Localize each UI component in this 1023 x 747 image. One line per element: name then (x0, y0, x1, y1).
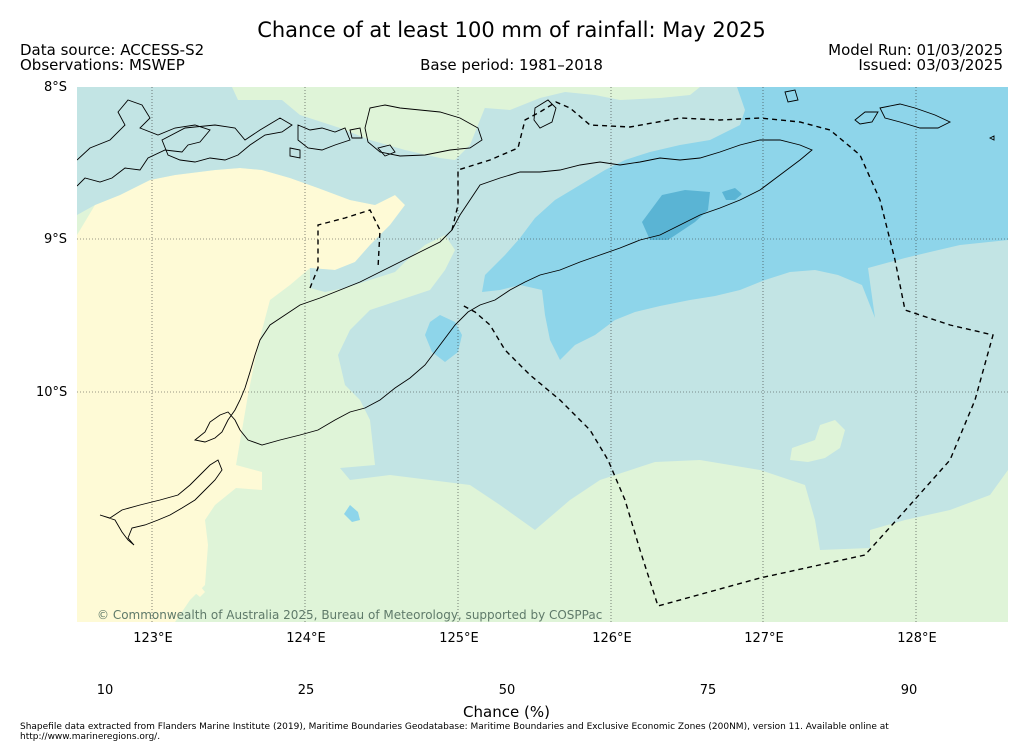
coastline-small-islands (289, 124, 396, 159)
chance-10-25-patch (790, 420, 845, 462)
chance-50-75-patch (425, 315, 462, 362)
coastline-kisar (533, 99, 557, 129)
coastline-timor (99, 139, 813, 546)
chance-below-10-patch (194, 586, 205, 597)
chance-50-75-patch-south (344, 505, 360, 522)
coastline-wetar (364, 104, 483, 157)
lon-label-128e: 128°E (897, 631, 937, 646)
observations-label: Observations: MSWEP (20, 56, 185, 74)
coastline-pantar (161, 117, 293, 163)
rainfall-chance-field (77, 87, 1008, 622)
lon-label-125e: 125°E (439, 631, 479, 646)
lat-label-10s: 10°S (36, 385, 68, 400)
coastlines (77, 89, 995, 546)
coastline-babar (784, 89, 995, 141)
lon-label-123e: 123°E (133, 631, 173, 646)
chance-75-90-region (642, 190, 710, 240)
colorbar-tick-50: 50 (498, 683, 516, 698)
lon-label-127e: 127°E (744, 631, 784, 646)
model-run-label: Model Run: 01/03/2025 (828, 41, 1003, 59)
lat-label-9s: 9°S (44, 232, 68, 247)
shapefile-attribution: Shapefile data extracted from Flanders M… (20, 722, 889, 742)
colorbar-tick-10: 10 (96, 683, 114, 698)
graticule (77, 87, 1008, 622)
lon-label-126e: 126°E (592, 631, 632, 646)
chance-75-90-patch (722, 188, 742, 200)
lat-label-8s: 8°S (44, 80, 68, 95)
base-period-label: Base period: 1981–2018 (420, 56, 603, 74)
lon-label-124e: 124°E (286, 631, 326, 646)
copyright-notice: © Commonwealth of Australia 2025, Bureau… (97, 608, 603, 622)
colorbar-tick-90: 90 (900, 683, 918, 698)
colorbar-tick-25: 25 (297, 683, 315, 698)
data-source-label: Data source: ACCESS-S2 (20, 41, 205, 59)
colorbar-tick-75: 75 (699, 683, 717, 698)
coastline-flores-alor (77, 99, 211, 187)
map-title: Chance of at least 100 mm of rainfall: M… (257, 18, 766, 42)
maritime-boundary-line (309, 101, 994, 607)
colorbar-label: Chance (%) (463, 703, 550, 721)
chance-10-25-patch-north (382, 87, 700, 110)
chance-below-10-region (77, 168, 405, 622)
issued-label: Issued: 03/03/2025 (858, 56, 1003, 74)
chance-50-75-region (482, 87, 1008, 360)
